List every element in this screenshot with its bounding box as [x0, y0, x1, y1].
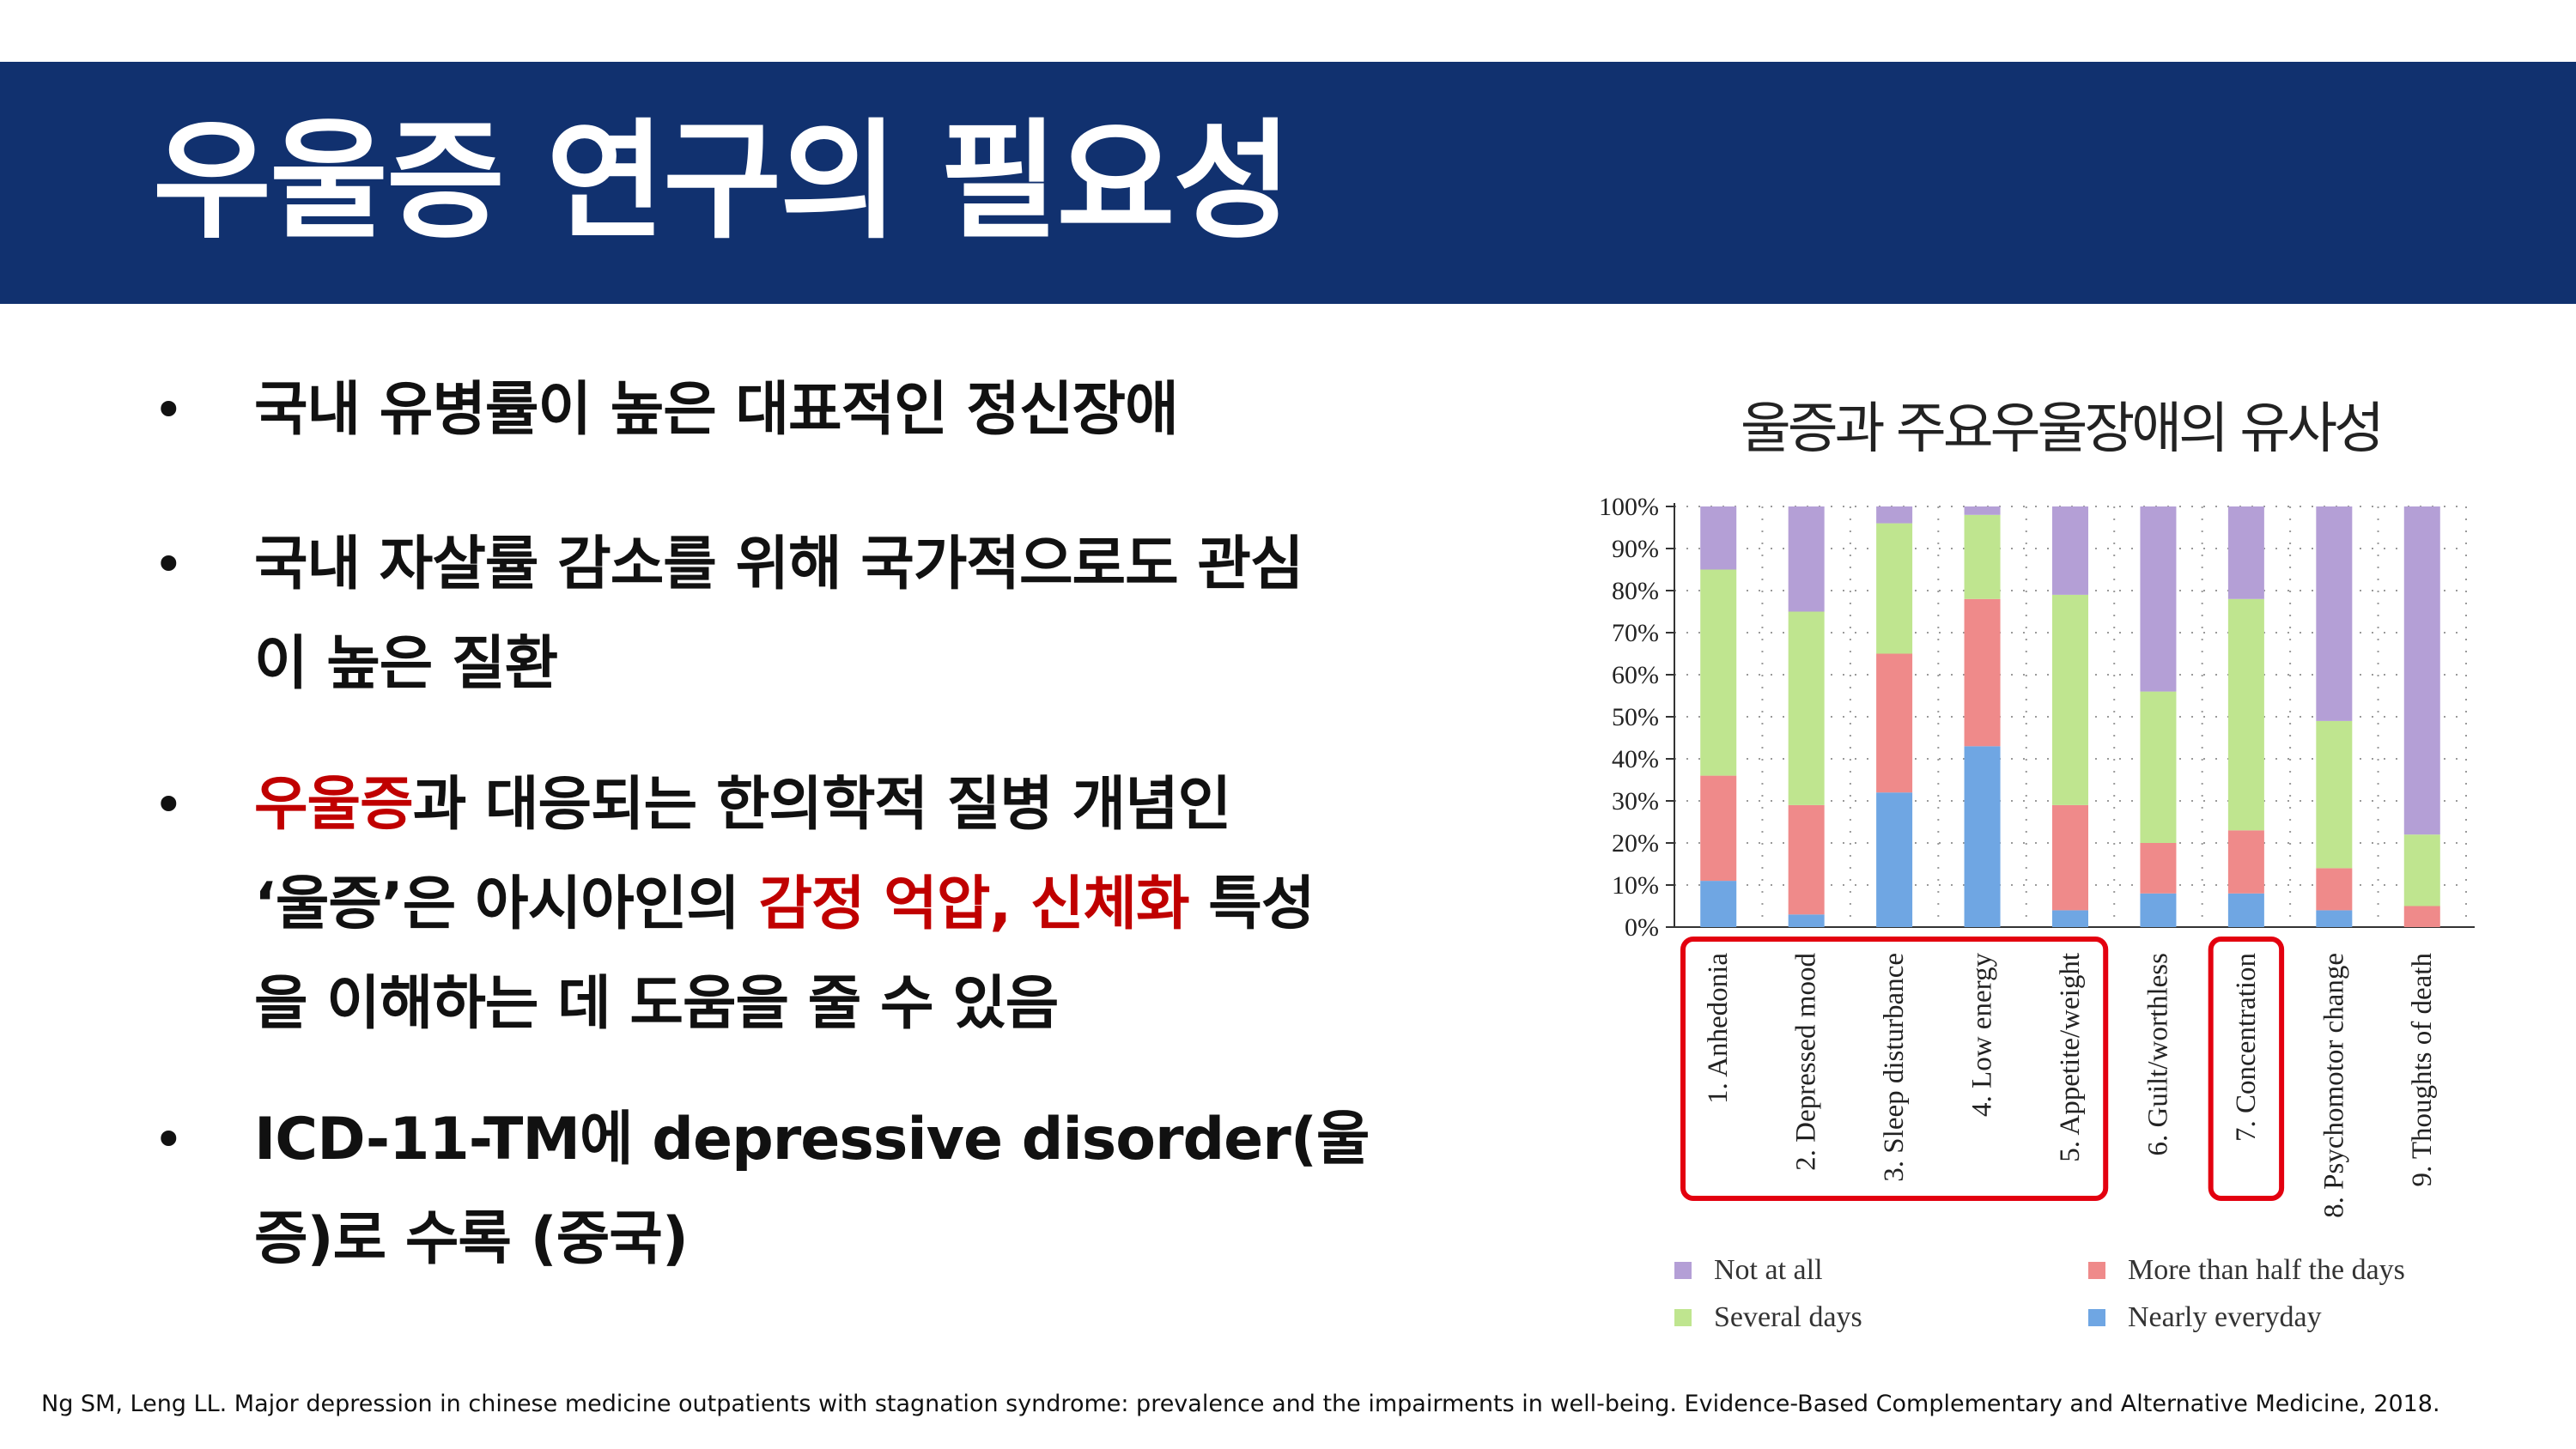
bullet-line: ICD-11-TM에 depressive disorder(울	[254, 1090, 1542, 1190]
y-tick-label: 100%	[1599, 493, 1659, 521]
bullet-text: 국내 유병률이 높은 대표적인 정신장애	[254, 361, 1542, 460]
bar-segment	[2140, 843, 2177, 894]
bullet-segment: ICD-11-TM에 depressive disorder(울	[254, 1106, 1370, 1173]
y-tick-label: 0%	[1625, 913, 1659, 942]
bar-segment	[1964, 598, 2001, 747]
y-tick-label: 90%	[1612, 535, 1659, 563]
bullet-marker: •	[153, 379, 185, 441]
bullet-text: 우울증과 대응되는 한의학적 질병 개념인 ‘울증’은 아시아인의 감정 억압, …	[254, 755, 1542, 1054]
bar-segment	[2227, 598, 2264, 831]
y-tick-label: 10%	[1612, 871, 1659, 900]
bar-segment	[2403, 834, 2440, 906]
bar-segment	[2052, 594, 2088, 805]
bar-segment	[1700, 775, 1737, 882]
highlight-box	[2208, 937, 2285, 1201]
legend-swatch	[2088, 1309, 2105, 1326]
bar-segment	[2403, 506, 2440, 835]
category-label: 7. Concentration	[2231, 953, 2262, 1142]
page-title: 우울증 연구의 필요성	[153, 107, 1291, 257]
bar-segment	[2227, 830, 2264, 894]
bar-segment	[1876, 506, 1913, 524]
y-tick-label: 30%	[1612, 787, 1659, 815]
bullet-segment: 특성	[1188, 870, 1315, 938]
bar-segment	[1788, 506, 1825, 612]
category-label: 1. Anhedonia	[1703, 953, 1734, 1104]
highlight-text: 우울증	[254, 771, 414, 839]
bar-segment	[2052, 804, 2088, 911]
bullet-segment: ‘울증’은 아시아인의	[254, 870, 759, 938]
bullet-line: 국내 자살률 감소를 위해 국가적으로도 관심	[254, 515, 1542, 615]
y-tick-label: 70%	[1612, 619, 1659, 647]
bar-segment	[1964, 746, 2001, 927]
y-tick-label: 20%	[1612, 829, 1659, 858]
bullet-line: 우울증과 대응되는 한의학적 질병 개념인	[254, 755, 1542, 855]
bullet-segment: 을 이해하는 데 도움을 줄 수 있음	[254, 970, 1059, 1038]
category-label: 4. Low energy	[1967, 953, 1998, 1117]
y-tick-label: 60%	[1612, 661, 1659, 689]
legend-label: Nearly everyday	[2128, 1301, 2322, 1333]
bullet-line: 이 높은 질환	[254, 615, 1542, 714]
bar-segment	[2403, 906, 2440, 927]
bar-segment	[1788, 804, 1825, 915]
legend-swatch	[2088, 1262, 2105, 1279]
stacked-bar-chart: 0% 10% 20% 30% 40% 50% 60% 70% 80% 90% 100% 1. Anhe…	[1599, 493, 2475, 1333]
bullet-marker: •	[153, 533, 185, 596]
bullet-line: 국내 유병률이 높은 대표적인 정신장애	[254, 361, 1542, 460]
bullet-segment: 국내 자살률 감소를 위해 국가적으로도 관심	[254, 530, 1303, 598]
y-tick-label: 80%	[1612, 577, 1659, 605]
bar-segment	[2227, 506, 2264, 599]
bar-segment	[2316, 720, 2353, 869]
bullet-line: 을 이해하는 데 도움을 줄 수 있음	[254, 955, 1542, 1054]
bullet-segment: 과 대응되는 한의학적 질병 개념인	[412, 771, 1232, 839]
bar-segment	[2140, 893, 2177, 927]
category-label: 3. Sleep disturbance	[1879, 953, 1910, 1182]
category-label: 2. Depressed mood	[1791, 953, 1822, 1171]
chart-title: 울증과 주요우울장애의 유사성	[1740, 397, 2385, 461]
bar-segment	[2052, 910, 2088, 927]
category-label: 9. Thoughts of death	[2407, 953, 2438, 1187]
bar-segment	[1700, 881, 1737, 927]
category-label: 8. Psychomotor change	[2318, 953, 2349, 1218]
bar-segment	[2316, 506, 2353, 721]
bar-segment	[1964, 514, 2001, 599]
bar-segment	[1700, 506, 1737, 570]
legend-label: Not at all	[1714, 1254, 1823, 1286]
bullet-marker: •	[153, 773, 185, 836]
bullet-segment: 이 높은 질환	[254, 630, 558, 698]
bullet-line: ‘울증’은 아시아인의 감정 억압, 신체화 특성	[254, 855, 1542, 955]
bar-segment	[2316, 868, 2353, 911]
bar-segment	[1700, 569, 1737, 776]
bar-segment	[1876, 653, 1913, 793]
legend-swatch	[1674, 1309, 1692, 1326]
bar-segment	[2316, 910, 2353, 927]
y-tick-label: 40%	[1612, 745, 1659, 773]
legend-swatch	[1674, 1262, 1692, 1279]
y-tick-label: 50%	[1612, 703, 1659, 731]
bullet-segment: 증)로 수록 (중국)	[254, 1205, 689, 1273]
bar-segment	[1964, 506, 2001, 515]
bar-segment	[1876, 792, 1913, 927]
bar-segment	[1788, 611, 1825, 805]
highlight-box	[1680, 937, 2109, 1201]
bar-segment	[2227, 893, 2264, 927]
bar-segment	[2140, 506, 2177, 692]
bullet-segment: 국내 유병률이 높은 대표적인 정신장애	[254, 376, 1179, 444]
bullet-marker: •	[153, 1108, 185, 1171]
highlight-text: 감정 억압, 신체화	[758, 870, 1190, 938]
bar-segment	[1788, 914, 1825, 927]
header-banner: 우울증 연구의 필요성	[0, 62, 2576, 304]
citation: Ng SM, Leng LL. Major depression in chin…	[41, 1391, 2440, 1417]
legend-label: More than half the days	[2128, 1254, 2405, 1286]
category-label: 6. Guilt/worthless	[2142, 953, 2173, 1156]
category-label: 5. Appetite/weight	[2055, 953, 2086, 1162]
bar-segment	[2052, 506, 2088, 595]
bullet-line: 증)로 수록 (중국)	[254, 1190, 1542, 1289]
bar-segment	[1876, 523, 1913, 654]
legend-label: Several days	[1714, 1301, 1862, 1333]
bar-segment	[2140, 691, 2177, 843]
